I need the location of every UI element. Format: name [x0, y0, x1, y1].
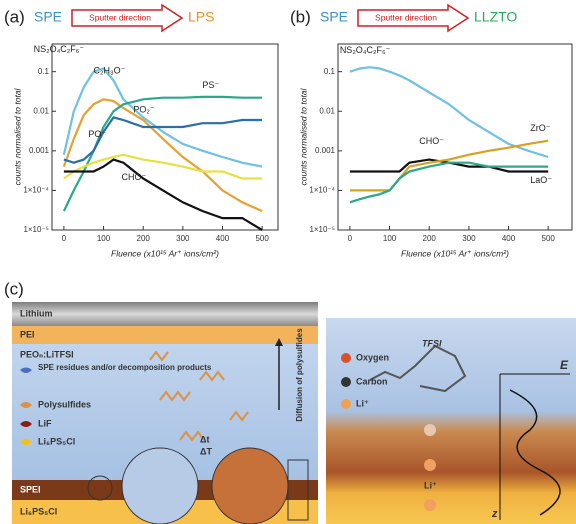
label: PEOₙ:LiTFSI	[20, 349, 74, 359]
series-label: PO₂⁻	[133, 104, 154, 114]
x-tick-label: 500	[255, 234, 269, 243]
y-tick-label: 1×10⁻⁴	[309, 186, 335, 195]
label: Li₆PS₅Cl	[38, 436, 75, 446]
panel-label: (b)	[290, 7, 311, 26]
label: Li⁺	[424, 480, 437, 490]
li-ion	[424, 499, 436, 511]
x-tick-label: 200	[423, 234, 437, 243]
zoom-circle	[212, 448, 288, 524]
series-line	[64, 97, 262, 211]
li-ion	[424, 424, 436, 436]
label: SPE residues and/or decomposition produc…	[38, 363, 212, 372]
label: Oxygen	[356, 352, 389, 362]
panel-label: (a)	[4, 7, 25, 26]
series-label: LaO⁻	[530, 175, 552, 185]
x-tick-label: 100	[97, 234, 111, 243]
x-tick-label: 300	[176, 234, 190, 243]
label: Δt	[200, 434, 209, 444]
li-ion	[424, 459, 436, 471]
header-right: LLZTO	[474, 9, 517, 25]
schematic-left: Lithium PEI PEOₙ:LiTFSI SPE residues and…	[12, 302, 318, 524]
label: PEI	[20, 329, 35, 339]
x-tick-label: 400	[216, 234, 230, 243]
y-axis-label: counts normalised to total	[298, 87, 308, 185]
header-left: SPE	[320, 9, 348, 25]
y-tick-label: 1×10⁻⁵	[309, 225, 335, 234]
header-right: LPS	[188, 9, 214, 25]
x-axis-label: Fluence (x10¹⁵ Ar⁺ ions/cm²)	[111, 248, 219, 258]
x-tick-label: 0	[62, 234, 67, 243]
series-label: NS₂O₄C₂F₆⁻	[34, 44, 85, 54]
series-label: PS⁻	[202, 80, 219, 90]
series-line	[64, 160, 262, 230]
figure: Lithium PEI PEOₙ:LiTFSI SPE residues and…	[0, 0, 576, 524]
y-tick-label: 1×10⁻⁴	[23, 186, 49, 195]
x-tick-label: 300	[462, 234, 476, 243]
interface-zoom	[326, 318, 576, 524]
series-label: CHO⁻	[121, 172, 146, 182]
chart: (b) SPE Sputter direction LLZTO 1×10⁻⁵ 1×10⁻⁴…	[290, 5, 572, 258]
x-axis-label: Fluence (x10¹⁵ Ar⁺ ions/cm²)	[401, 248, 509, 258]
x-tick-label: 100	[383, 234, 397, 243]
label: TFSI	[422, 338, 442, 348]
series-label: NS₂O₄C₂F₆⁻	[340, 45, 391, 55]
y-axis-label: counts normalised to total	[12, 87, 22, 185]
y-tick-label: 0.001	[29, 146, 50, 155]
label: z	[491, 508, 498, 520]
series-line	[350, 67, 548, 157]
carbon-icon	[341, 377, 351, 387]
label: Carbon	[356, 376, 388, 386]
label: Lithium	[20, 308, 53, 318]
header-middle: Sputter direction	[89, 12, 151, 22]
series-line	[64, 99, 262, 211]
header-left: SPE	[34, 9, 62, 25]
label: Li⁺	[356, 398, 369, 408]
label: LiF	[38, 418, 52, 428]
panel-label: (c)	[4, 279, 24, 298]
y-tick-label: 0.1	[324, 67, 336, 76]
series-label: ZrO⁻	[530, 123, 550, 133]
x-tick-label: 400	[502, 234, 516, 243]
y-tick-label: 0.001	[315, 146, 336, 155]
series-label: C₂H₃O⁻	[93, 66, 125, 76]
header-middle: Sputter direction	[375, 12, 437, 22]
pei-layer	[12, 326, 318, 344]
y-tick-label: 0.01	[33, 106, 49, 115]
x-tick-label: 0	[348, 234, 353, 243]
series-label: PO⁻	[88, 129, 106, 139]
li-icon	[341, 399, 351, 409]
zoom-circle	[122, 448, 198, 524]
x-tick-label: 200	[137, 234, 151, 243]
label: Polysulfides	[38, 399, 91, 409]
label: ΔT	[200, 446, 212, 456]
series-line	[350, 163, 548, 203]
label: Li₆PS₅Cl	[20, 506, 57, 516]
x-tick-label: 500	[542, 234, 556, 243]
oxygen-icon	[341, 353, 351, 363]
y-tick-label: 0.1	[38, 67, 50, 76]
plot-frame	[338, 44, 572, 230]
label: E	[560, 358, 569, 372]
lithium-layer	[12, 302, 318, 326]
series-label: CHO⁻	[419, 136, 444, 146]
y-tick-label: 1×10⁻⁵	[23, 225, 49, 234]
label: Diffusion of polysulfides	[295, 328, 304, 422]
y-tick-label: 0.01	[319, 106, 335, 115]
series-line	[64, 155, 262, 179]
label: SPEI	[20, 484, 41, 494]
schematic-right: Oxygen Carbon Li⁺ TFSI E z Li⁺	[326, 318, 576, 524]
chart: (a) SPE Sputter direction LPS 1×10⁻⁵ 1×10⁻⁴ 0.…	[4, 5, 278, 258]
